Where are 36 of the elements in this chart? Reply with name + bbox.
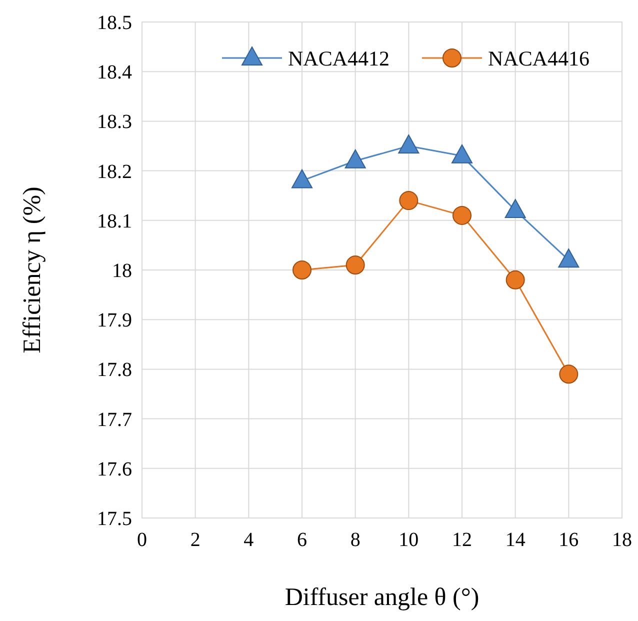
point bbox=[504, 198, 526, 218]
point bbox=[452, 144, 472, 164]
point bbox=[344, 149, 366, 168]
legend-label: NACA4412 bbox=[288, 46, 390, 70]
y-tick-label: 17.9 bbox=[97, 310, 132, 332]
point bbox=[452, 206, 472, 225]
y-tick-label: 18.4 bbox=[97, 62, 132, 84]
x-tick-label: 16 bbox=[558, 529, 579, 551]
y-tick-label: 18.2 bbox=[97, 160, 132, 183]
x-tick-label: 10 bbox=[398, 529, 419, 551]
y-tick-label: 18.1 bbox=[97, 210, 132, 232]
y-tick-label: 17.8 bbox=[97, 359, 132, 382]
y-tick-label: 18 bbox=[112, 260, 132, 282]
legend-label: NACA4416 bbox=[488, 46, 590, 70]
x-tick-label: 8 bbox=[350, 529, 360, 551]
y-tick-label: 18.3 bbox=[97, 111, 132, 134]
point bbox=[506, 270, 525, 290]
x-tick-label: 18 bbox=[612, 529, 632, 551]
point bbox=[559, 364, 578, 384]
x-tick-label: 6 bbox=[297, 529, 307, 551]
point bbox=[292, 169, 312, 188]
y-tick-label: 18.5 bbox=[97, 12, 132, 34]
point bbox=[292, 260, 312, 280]
x-tick-label: 2 bbox=[190, 529, 200, 551]
x-tick-label: 4 bbox=[244, 529, 254, 551]
y-tick-label: 17.6 bbox=[97, 458, 132, 480]
x-tick-label: 14 bbox=[505, 529, 526, 551]
x-tick-label: 0 bbox=[137, 529, 147, 551]
y-axis-title: Efficiency η (%) bbox=[19, 186, 46, 354]
point bbox=[346, 256, 365, 275]
x-tick-label: 12 bbox=[452, 529, 472, 551]
y-tick-label: 17.7 bbox=[97, 408, 132, 431]
y-tick-label: 17.5 bbox=[97, 508, 132, 530]
point bbox=[398, 134, 420, 154]
x-axis-title: Diffuser angle θ (°) bbox=[284, 584, 480, 611]
point bbox=[558, 248, 580, 268]
